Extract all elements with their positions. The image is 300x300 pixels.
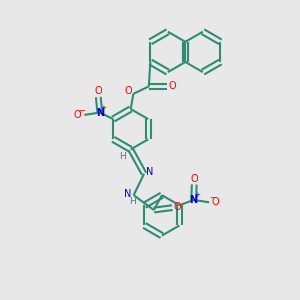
Text: O: O: [212, 197, 220, 207]
Text: O: O: [74, 110, 82, 120]
Text: O: O: [190, 173, 198, 184]
Text: O: O: [94, 86, 102, 96]
Text: +: +: [194, 193, 200, 199]
Text: −: −: [78, 106, 85, 115]
Text: +: +: [100, 105, 106, 111]
Text: O: O: [124, 86, 132, 96]
Text: H: H: [119, 152, 126, 161]
Text: O: O: [169, 81, 176, 92]
Text: N: N: [146, 167, 154, 177]
Text: N: N: [190, 195, 198, 205]
Text: H: H: [129, 197, 136, 206]
Text: N: N: [124, 189, 131, 199]
Text: −: −: [209, 193, 216, 202]
Text: N: N: [96, 108, 104, 118]
Text: O: O: [174, 202, 182, 212]
